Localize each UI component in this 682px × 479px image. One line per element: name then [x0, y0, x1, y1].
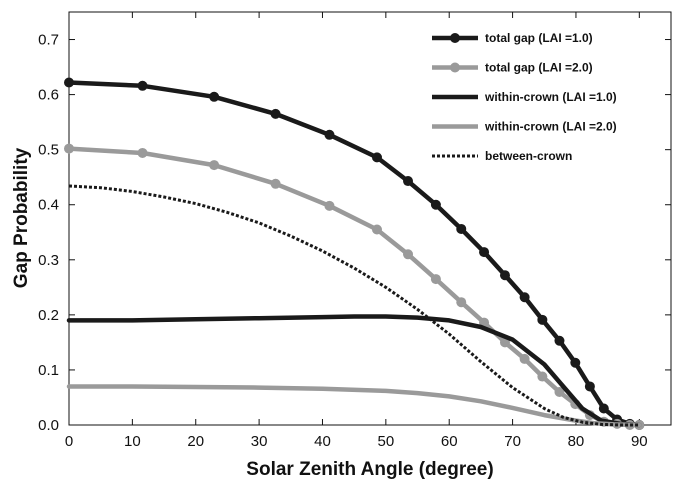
- series-0-point: [209, 91, 220, 102]
- legend-label-2: within-crown (LAI =1.0): [484, 90, 617, 104]
- series-1-point: [371, 224, 382, 235]
- series-0-point: [64, 77, 74, 88]
- x-tick-label: 0: [65, 433, 73, 450]
- legend-marker-1: [450, 62, 460, 73]
- y-tick-label: 0.2: [38, 307, 59, 324]
- series-1-point: [430, 274, 441, 285]
- series-1-point: [137, 147, 148, 158]
- x-tick-label: 20: [187, 433, 204, 450]
- axis-ticks: 0 10 20 30 40 50 60 70 80 90 0.0 0.1 0.2 0.3 0.4 0.5 0.6…: [38, 12, 671, 450]
- series-0-point: [479, 247, 490, 258]
- series-1-point: [64, 143, 74, 154]
- plot-frame: [68, 11, 672, 426]
- y-tick-label: 0.5: [38, 142, 59, 159]
- series-1-point: [270, 178, 281, 189]
- series-1-point: [554, 386, 565, 397]
- series-0-point: [137, 80, 148, 91]
- x-tick-label: 30: [251, 433, 268, 450]
- x-tick-label: 10: [124, 433, 141, 450]
- legend-label-1: total gap (LAI =2.0): [485, 61, 593, 75]
- series-0-point: [554, 335, 565, 346]
- y-tick-label: 0.4: [38, 197, 59, 214]
- series-1-point: [403, 249, 414, 260]
- series-1-point: [209, 160, 220, 171]
- legend-label-0: total gap (LAI =1.0): [485, 31, 593, 45]
- x-axis-title: Solar Zenith Angle (degree): [246, 459, 493, 479]
- series-line-2: [66, 314, 642, 428]
- y-axis-title: Gap Probability: [11, 147, 32, 288]
- x-tick-label: 90: [631, 433, 648, 450]
- series-layer: [64, 77, 645, 430]
- series-0-point: [584, 381, 595, 392]
- x-tick-label: 50: [377, 433, 394, 450]
- series-0-point: [499, 270, 510, 281]
- legend-label-4: between-crown: [485, 149, 572, 163]
- y-tick-label: 0.3: [38, 252, 59, 269]
- series-line-1: [66, 146, 642, 428]
- y-tick-label: 0.1: [38, 362, 59, 379]
- y-tick-label: 0.7: [38, 32, 59, 49]
- legend: total gap (LAI =1.0) total gap (LAI =2.0)…: [432, 31, 617, 163]
- x-tick-label: 60: [441, 433, 458, 450]
- x-tick-label: 80: [568, 433, 585, 450]
- series-1-point: [456, 297, 467, 308]
- series-1-point: [519, 353, 530, 364]
- y-tick-label: 0.0: [38, 417, 59, 434]
- series-0-point: [324, 129, 335, 140]
- x-tick-label: 70: [504, 433, 521, 450]
- series-0-point: [598, 403, 609, 414]
- series-0-point: [371, 152, 382, 163]
- series-1-point: [324, 200, 335, 211]
- series-0-point: [570, 357, 581, 368]
- series-0-point: [519, 292, 530, 303]
- series-0-point: [537, 314, 548, 325]
- legend-marker-0: [450, 33, 460, 43]
- series-0-point: [403, 176, 414, 187]
- series-line-4: [68, 184, 640, 427]
- series-line-3: [66, 384, 642, 428]
- x-tick-label: 40: [314, 433, 331, 450]
- y-tick-label: 0.6: [38, 87, 59, 104]
- series-1-point: [537, 371, 548, 382]
- series-0-point: [270, 108, 281, 119]
- legend-label-3: within-crown (LAI =2.0): [484, 120, 617, 134]
- series-0-point: [456, 223, 467, 234]
- series-0-point: [430, 199, 441, 210]
